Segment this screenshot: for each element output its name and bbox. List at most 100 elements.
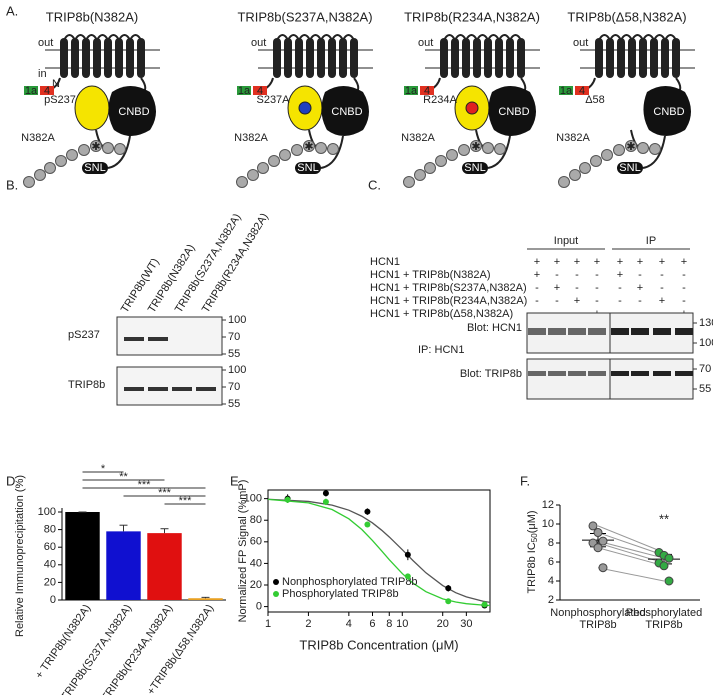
significance-label: ** bbox=[659, 511, 669, 526]
helix bbox=[595, 38, 603, 78]
cnbd bbox=[643, 86, 691, 136]
fit-curve bbox=[267, 498, 491, 607]
sign: + bbox=[534, 256, 540, 268]
snl-label: SNL bbox=[84, 162, 105, 174]
star: ✱ bbox=[304, 141, 313, 153]
star: ✱ bbox=[91, 141, 100, 153]
band bbox=[528, 328, 546, 335]
panel-label: F. bbox=[520, 473, 530, 488]
helix bbox=[650, 38, 658, 78]
point bbox=[284, 496, 291, 503]
residue bbox=[114, 143, 126, 155]
star: ✱ bbox=[471, 141, 480, 153]
x-tick-label: 8 bbox=[386, 618, 392, 630]
band bbox=[148, 387, 168, 391]
y-tick-label: 80 bbox=[44, 524, 56, 536]
band bbox=[675, 371, 693, 376]
x-tick-label: 6 bbox=[369, 618, 375, 630]
sign: + bbox=[574, 256, 580, 268]
residue bbox=[34, 169, 46, 181]
x-tick-label-line: TRIP8b bbox=[645, 619, 682, 631]
helix bbox=[661, 38, 669, 78]
loop bbox=[276, 34, 355, 41]
x-axis-label: TRIP8b Concentration (μM) bbox=[299, 637, 458, 652]
sign: - bbox=[535, 282, 539, 294]
helix bbox=[60, 38, 68, 78]
residue bbox=[579, 162, 591, 174]
helix bbox=[104, 38, 112, 78]
residue bbox=[494, 143, 506, 155]
helix bbox=[93, 38, 101, 78]
point bbox=[598, 563, 608, 573]
sign: - bbox=[595, 282, 599, 294]
sign: + bbox=[594, 256, 600, 268]
legend-label: Nonphosphorylated TRIP8b bbox=[282, 576, 418, 588]
x-tick-label: 4 bbox=[346, 618, 352, 630]
snl-label: SNL bbox=[297, 162, 318, 174]
y-tick-label: 2 bbox=[548, 594, 554, 606]
band bbox=[631, 371, 649, 376]
exon-2-label: 4 bbox=[424, 85, 430, 97]
exon-1-label: 1a bbox=[405, 85, 418, 97]
sign: - bbox=[618, 295, 622, 307]
marker-label: 70 bbox=[228, 331, 240, 343]
helix bbox=[628, 38, 636, 78]
x-tick-label: Nonphosphorylated TRIP8b bbox=[550, 607, 645, 631]
point bbox=[593, 528, 603, 538]
y-tick-label: 100 bbox=[38, 506, 56, 518]
x-tick-label: 20 bbox=[437, 618, 449, 630]
y-tick-label: 8 bbox=[548, 537, 554, 549]
residue bbox=[403, 176, 415, 188]
residue bbox=[613, 144, 625, 156]
band bbox=[611, 328, 629, 335]
helix bbox=[440, 38, 448, 78]
point bbox=[322, 490, 329, 497]
row-label: HCN1 + TRIP8b(R234A,N382A) bbox=[370, 295, 527, 307]
exon-1-label: 1a bbox=[560, 85, 573, 97]
residue bbox=[303, 140, 315, 152]
helix bbox=[672, 38, 680, 78]
exon-box bbox=[253, 86, 267, 95]
y-axis-label-part: 50 bbox=[530, 533, 539, 542]
tpr-domain bbox=[74, 85, 110, 131]
y-tick-label: 20 bbox=[250, 579, 262, 591]
helix bbox=[306, 38, 314, 78]
point bbox=[481, 601, 488, 608]
residue bbox=[90, 140, 102, 152]
marker-label: 130 bbox=[699, 317, 713, 329]
exon-2-label: 4 bbox=[579, 85, 585, 97]
sign: - bbox=[618, 282, 622, 294]
mutation-label: N382A bbox=[234, 132, 268, 144]
exon-box bbox=[24, 86, 38, 95]
band bbox=[568, 328, 586, 335]
site-label: S237A bbox=[256, 94, 290, 106]
sign: - bbox=[595, 295, 599, 307]
pair-line bbox=[597, 567, 665, 582]
band bbox=[548, 371, 566, 376]
snl-box bbox=[462, 162, 488, 174]
mutation-label: N382A bbox=[401, 132, 435, 144]
marker-label: 70 bbox=[699, 363, 711, 375]
y-tick-label: 60 bbox=[250, 536, 262, 548]
point bbox=[598, 536, 608, 546]
loop bbox=[598, 34, 677, 41]
y-tick-label: 80 bbox=[250, 514, 262, 526]
marker-label: 55 bbox=[699, 383, 711, 395]
blot-label: Blot: HCN1 bbox=[467, 322, 522, 334]
significance-label: *** bbox=[158, 487, 172, 499]
residue bbox=[257, 162, 269, 174]
point bbox=[364, 508, 371, 515]
row-label: HCN1 + TRIP8b(S237A,N382A) bbox=[370, 282, 527, 294]
residue bbox=[279, 149, 291, 161]
sign: + bbox=[617, 256, 623, 268]
marker-label: 55 bbox=[228, 398, 240, 410]
loop bbox=[443, 34, 522, 41]
sign: - bbox=[575, 282, 579, 294]
significance-label: *** bbox=[179, 495, 193, 507]
y-tick-label: 100 bbox=[244, 493, 262, 505]
residue bbox=[590, 155, 602, 167]
band bbox=[588, 328, 606, 335]
panel-label: E. bbox=[230, 473, 242, 488]
sign: + bbox=[659, 295, 665, 307]
blot bbox=[116, 366, 223, 406]
